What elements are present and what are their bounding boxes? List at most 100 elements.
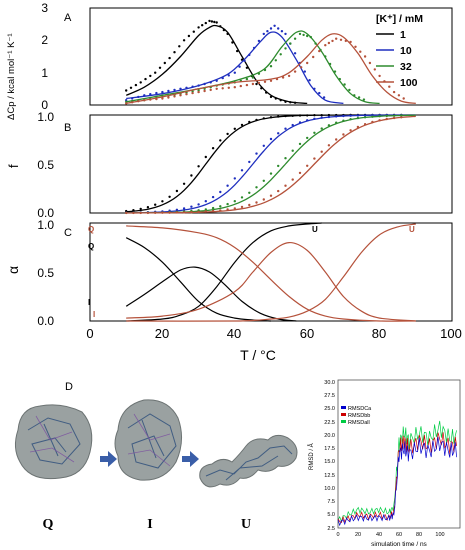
series-b-100-data-point	[327, 144, 331, 147]
series-a-32-data-point	[333, 70, 337, 73]
structure-q-image	[14, 404, 93, 480]
series-b-10-data-point	[233, 177, 236, 180]
series-b-1-data-point	[313, 114, 316, 117]
rmsd-ytick: 2.5	[327, 526, 335, 532]
series-b-100-data-point	[320, 150, 323, 153]
series-a-1-data-point	[139, 81, 142, 84]
series-b-100-data-point	[233, 207, 236, 210]
series-b-100-data-point	[248, 203, 251, 207]
structure-label-q: Q	[43, 517, 54, 532]
series-a-10-data-point	[161, 90, 164, 94]
series-b-32-data-point	[255, 186, 258, 189]
series-a-1-data-point	[260, 87, 263, 90]
rmsd-series-RMSDall-line	[337, 420, 457, 523]
panel-a-ytick: 0	[41, 98, 48, 112]
series-a-100-data-point	[363, 55, 367, 58]
series-b-32-data-point	[226, 202, 229, 206]
series-b-32-data-point	[204, 208, 207, 211]
series-a-32-data-point	[298, 32, 302, 36]
series-a-100-data-point	[324, 44, 327, 47]
series-b-10-data-point	[284, 127, 287, 130]
series-a-100-data-point	[327, 41, 331, 45]
series-b-1-data-point	[306, 114, 309, 117]
rmsd-legend-swatch-all	[341, 420, 346, 423]
series-b-100-data-point	[125, 211, 128, 215]
series-b-1-data-point	[190, 174, 193, 177]
series-b-10-data-point	[356, 114, 360, 117]
rmsd-inset-xlabel: simulation time / ns	[371, 541, 427, 548]
series-b-1-data-point	[204, 155, 207, 159]
structure-i-image	[114, 399, 182, 481]
x-tick: 20	[155, 326, 169, 341]
series-a-32-data-point	[245, 77, 249, 81]
series-b-100-data-point	[306, 164, 309, 167]
rmsd-ytick: 5.0	[327, 512, 335, 518]
series-a-100-data-point	[392, 90, 396, 94]
series-a-32-data-point	[284, 47, 287, 50]
series-b-1-data-point	[248, 120, 251, 124]
series-a-1-data-point	[226, 32, 229, 36]
series-a-100-data-point	[125, 102, 128, 105]
series-a-1-data-point	[168, 56, 171, 60]
series-b-100-data-point	[226, 208, 229, 211]
series-a-10-data-point	[173, 88, 176, 92]
rmsd-ytick: 12.5	[324, 473, 335, 479]
rmsd-inset: RMSD / Å simulation time / ns 2.5 5.0 7.…	[308, 379, 461, 548]
series-c-U-line	[126, 222, 322, 322]
series-b-10-fit-line	[126, 114, 416, 214]
series-a-32-data-point	[289, 42, 292, 45]
series-a-32-data-point	[343, 83, 346, 86]
rmsd-inset-legend: RMSDCa RMSDbb RMSDall	[341, 406, 372, 426]
panel-a-ylabel: ΔCp / kcal mol⁻¹ K⁻¹	[6, 33, 17, 120]
series-b-1-data-point	[161, 200, 164, 203]
series-b-1-data-point	[255, 118, 258, 122]
panel-b-series	[125, 113, 416, 215]
panel-b-frame	[89, 114, 453, 214]
series-b-32-data-point	[327, 124, 331, 127]
series-b-10-data-point	[313, 117, 316, 121]
series-b-1-data-point	[146, 206, 150, 209]
x-tick: 40	[227, 326, 241, 341]
x-tick: 0	[86, 326, 93, 341]
series-a-100-data-point	[233, 86, 236, 89]
series-a-1-data-point	[197, 26, 200, 29]
series-b-1-data-point	[320, 114, 323, 117]
rmsd-inset-yticks: 2.5 5.0 7.5 10.0 12.5 15.0 17.5 20.0 22.…	[324, 380, 335, 532]
series-b-100-data-point	[139, 211, 142, 215]
rmsd-ytick: 15.0	[324, 459, 335, 465]
series-b-32-data-point	[284, 157, 287, 160]
series-b-100-data-point	[197, 210, 200, 214]
series-b-32-data-point	[291, 149, 294, 152]
series-b-32-data-point	[248, 191, 251, 194]
series-b-32-data-point	[342, 119, 345, 122]
series-a-10-data-point	[313, 87, 316, 91]
series-a-10-data-point	[280, 30, 284, 33]
curve-label-q-black: Q	[88, 242, 94, 251]
panel-b-ytick: 0.5	[37, 158, 54, 172]
series-a-1-data-point	[125, 89, 128, 92]
rmsd-xtick: 40	[376, 532, 382, 538]
series-b-1-data-point	[291, 114, 294, 118]
series-a-100-data-point	[335, 37, 338, 40]
series-a-1-data-point	[182, 39, 186, 42]
series-a-100-data-point	[227, 86, 230, 90]
series-a-100-data-point	[155, 97, 158, 101]
series-a-1-data-point	[173, 51, 176, 54]
series-b-100-data-point	[313, 157, 316, 160]
structure-label-u: U	[241, 517, 251, 532]
series-a-32-data-point	[251, 76, 255, 79]
rmsd-xtick: 0	[336, 532, 339, 538]
series-a-10-data-point	[248, 53, 251, 57]
rmsd-xtick: 20	[355, 532, 361, 538]
series-b-100-data-point	[284, 184, 287, 187]
series-b-100-data-point	[168, 211, 171, 214]
series-a-100-data-point	[359, 50, 362, 53]
series-b-10-data-point	[306, 119, 309, 122]
series-a-10-data-point	[293, 52, 297, 55]
series-b-32-data-point	[363, 116, 367, 119]
series-a-10-data-point	[262, 32, 265, 36]
panel-c-ytick: 0.0	[37, 314, 54, 328]
series-a-1-data-point	[158, 66, 162, 70]
panel-b-ylabel: f	[6, 164, 21, 168]
series-a-1-data-point	[219, 25, 222, 28]
